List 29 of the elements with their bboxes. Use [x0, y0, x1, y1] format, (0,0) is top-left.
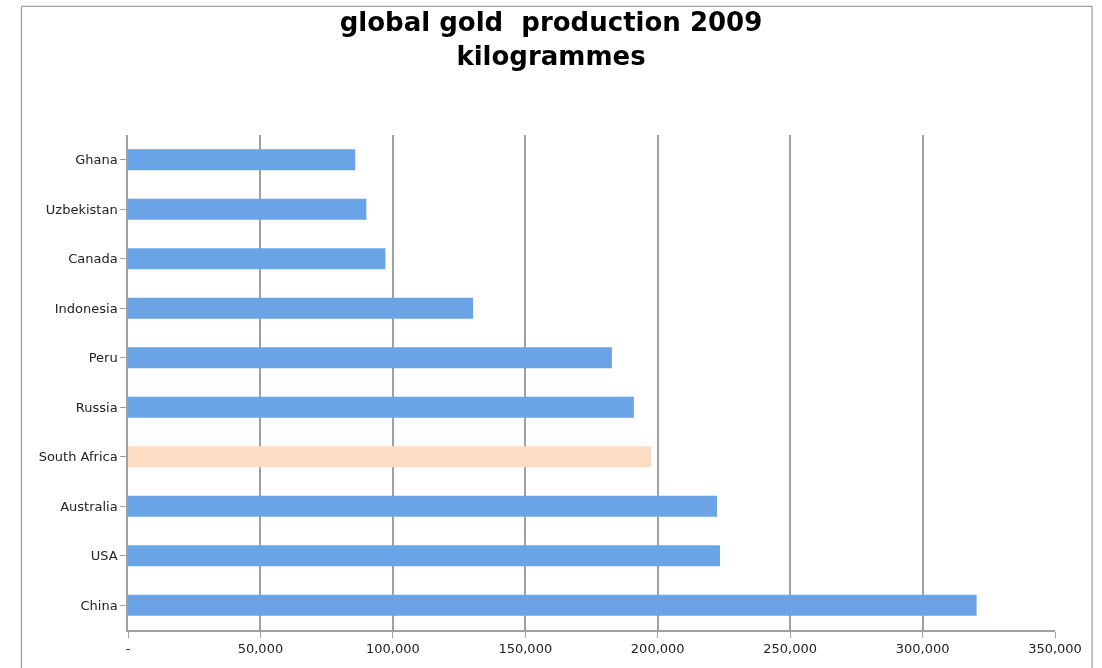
chart-title: global gold production 2009 kilogrammes	[339, 7, 763, 71]
x-tick-label: 200,000	[630, 641, 685, 657]
y-tick-label: Indonesia	[54, 300, 118, 316]
bar	[128, 198, 367, 220]
y-tick-label: Ghana	[75, 152, 118, 168]
bar	[128, 149, 356, 171]
x-tick-label: 250,000	[763, 641, 818, 657]
y-tick-label: Canada	[68, 251, 118, 267]
y-tick-label: China	[80, 597, 118, 613]
bar	[128, 545, 720, 567]
y-tick-label: Australia	[60, 498, 118, 514]
bar	[128, 347, 612, 369]
x-tick-label: 150,000	[498, 641, 553, 657]
x-tick-label: 50,000	[237, 641, 284, 657]
bar	[128, 446, 652, 468]
x-tick-label: 100,000	[365, 641, 420, 657]
bar	[128, 297, 474, 319]
x-tick-label: -	[125, 641, 131, 657]
y-tick-label: Peru	[88, 350, 118, 366]
bar	[128, 248, 386, 270]
y-tick-label: Uzbekistan	[45, 201, 118, 217]
x-tick-label: 300,000	[895, 641, 950, 657]
bar	[128, 495, 718, 517]
bar	[128, 396, 634, 418]
y-tick-label: Russia	[75, 399, 118, 415]
bar	[128, 594, 977, 616]
x-tick-label: 350,000	[1028, 641, 1082, 657]
y-tick-label: USA	[90, 548, 118, 564]
y-tick-label: South Africa	[38, 449, 118, 465]
